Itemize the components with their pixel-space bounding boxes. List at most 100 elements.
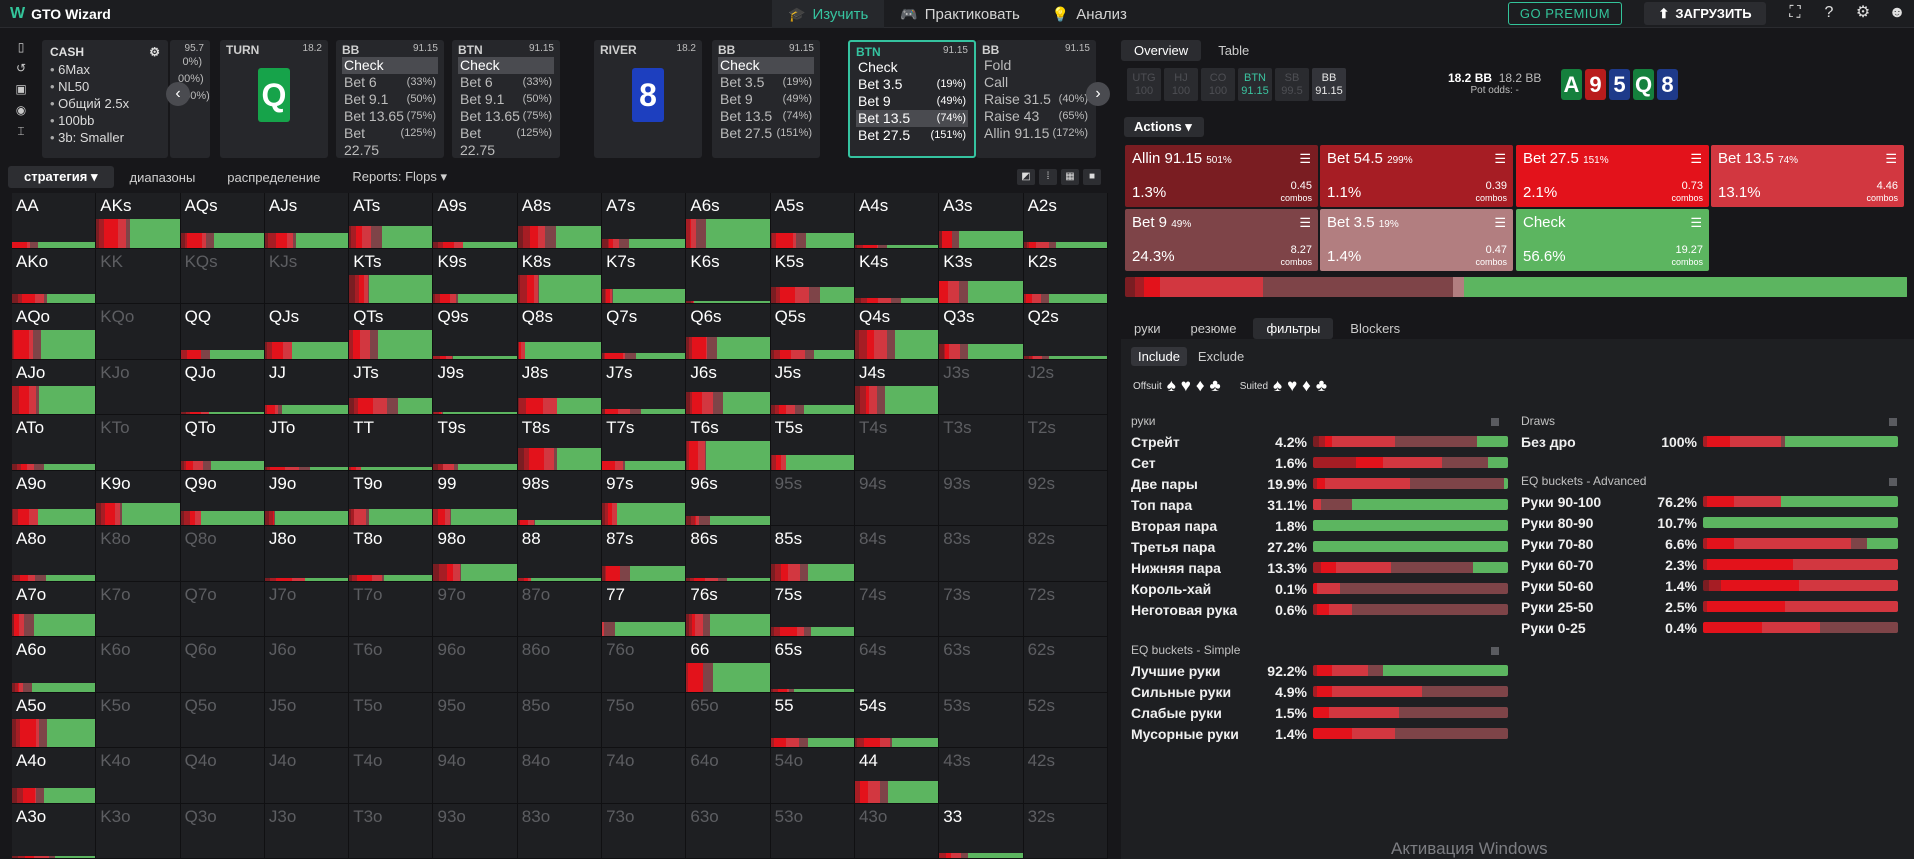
hand-cell[interactable]: T8s bbox=[517, 415, 603, 471]
tab-ranges[interactable]: диапазоны bbox=[129, 169, 196, 185]
hand-cell[interactable]: Q2s bbox=[1023, 304, 1108, 360]
view-mode-4-icon[interactable]: ■ bbox=[1083, 169, 1101, 185]
hand-cell[interactable]: JTs bbox=[349, 359, 434, 415]
gamepad-icon[interactable]: ◉ bbox=[15, 103, 27, 117]
tab-strategy[interactable]: стратегия ▾ bbox=[8, 166, 114, 188]
node-action[interactable]: Call bbox=[982, 74, 1090, 91]
hand-cell[interactable]: 77 bbox=[602, 581, 687, 637]
hand-cell[interactable]: 65o bbox=[686, 692, 771, 748]
gear-icon[interactable]: ⚙ bbox=[1855, 4, 1871, 21]
hand-cell[interactable]: KTs bbox=[349, 248, 434, 304]
hand-cell[interactable]: 44 bbox=[854, 748, 940, 804]
node-action[interactable]: Raise 43 (65%) bbox=[982, 108, 1090, 125]
tab-overview[interactable]: Overview bbox=[1121, 40, 1202, 61]
tree-node-4[interactable]: RIVER 18.2 8 bbox=[594, 40, 702, 158]
scroll-left-icon[interactable]: ‹ bbox=[166, 82, 190, 106]
scroll-right-icon[interactable]: › bbox=[1086, 82, 1110, 106]
node-action[interactable]: Bet 9 (49%) bbox=[718, 91, 814, 108]
hand-cell[interactable]: T3s bbox=[939, 415, 1024, 471]
action-box[interactable]: Allin 91.15 501% ☰ 1.3% 0.45 combos bbox=[1125, 145, 1318, 207]
hand-cell[interactable]: K6s bbox=[686, 248, 771, 304]
hand-cell[interactable]: 94s bbox=[854, 470, 940, 526]
filter-row[interactable]: Мусорные руки 1.4% bbox=[1131, 725, 1508, 742]
game-settings[interactable]: CASH ⚙ 6Max NL50 Общий 2.5x 100bb 3b: Sma… bbox=[42, 40, 168, 158]
tab-summary[interactable]: резюме bbox=[1190, 321, 1237, 336]
nav-practice[interactable]: 🎮 Практиковать bbox=[884, 0, 1035, 28]
list-icon[interactable]: ☰ bbox=[1690, 151, 1702, 166]
hand-cell[interactable]: 84s bbox=[854, 526, 940, 582]
node-action[interactable]: Bet 3.5 (19%) bbox=[718, 74, 814, 91]
tree-node-7[interactable]: BB 91.15 Fold Call Raise 31.5 (40%) Raise 43 (6… bbox=[976, 40, 1096, 158]
hand-cell[interactable]: ATs bbox=[349, 193, 434, 249]
hand-cell[interactable]: K6o bbox=[96, 637, 181, 693]
logo[interactable]: W GTO Wizard bbox=[10, 5, 111, 23]
hand-cell[interactable]: 87s bbox=[602, 526, 687, 582]
hand-cell[interactable]: 33 bbox=[939, 803, 1024, 859]
section-toggle-icon[interactable] bbox=[1491, 647, 1499, 655]
diamond-icon[interactable]: ♦ bbox=[1195, 376, 1205, 395]
save-icon[interactable]: ▣ bbox=[15, 82, 27, 96]
hand-cell[interactable]: K3o bbox=[96, 803, 181, 859]
hand-cell[interactable]: 43o bbox=[854, 803, 940, 859]
hand-cell[interactable]: K5o bbox=[96, 692, 181, 748]
hand-cell[interactable]: 76s bbox=[686, 581, 771, 637]
hand-cell[interactable]: AKo bbox=[12, 248, 97, 304]
hand-cell[interactable]: T6o bbox=[349, 637, 434, 693]
hand-cell[interactable]: 54s bbox=[854, 692, 940, 748]
hand-cell[interactable]: JJ bbox=[264, 359, 350, 415]
hand-cell[interactable]: T2s bbox=[1023, 415, 1108, 471]
hand-cell[interactable]: K3s bbox=[939, 248, 1024, 304]
hand-cell[interactable]: 64o bbox=[686, 748, 771, 804]
hand-cell[interactable]: AJs bbox=[264, 193, 350, 249]
tab-filters[interactable]: фильтры bbox=[1253, 318, 1334, 339]
hand-cell[interactable]: 93o bbox=[433, 803, 518, 859]
hand-cell[interactable]: J3s bbox=[939, 359, 1024, 415]
hand-cell[interactable]: 83s bbox=[939, 526, 1024, 582]
spade-icon[interactable]: ♠ bbox=[1166, 376, 1176, 395]
help-icon[interactable]: ? bbox=[1824, 4, 1834, 21]
node-action[interactable]: Check bbox=[856, 59, 968, 76]
hand-cell[interactable]: 55 bbox=[770, 692, 855, 748]
hand-cell[interactable]: TT bbox=[349, 415, 434, 471]
tree-node-2[interactable]: BB 91.15 Check Bet 6 (33%) Bet 9.1 (50%) Bet 13… bbox=[336, 40, 444, 158]
hand-cell[interactable]: QJo bbox=[180, 359, 265, 415]
filter-row[interactable]: Третья пара 27.2% bbox=[1131, 538, 1508, 555]
action-box[interactable]: Bet 54.5 299% ☰ 1.1% 0.39 combos bbox=[1320, 145, 1513, 207]
include-button[interactable]: Include bbox=[1131, 347, 1187, 366]
hand-cell[interactable]: 85s bbox=[770, 526, 855, 582]
action-box[interactable]: Bet 3.5 19% ☰ 1.4% 0.47 combos bbox=[1320, 209, 1513, 271]
tab-reports[interactable]: Reports: Flops ▾ bbox=[336, 166, 463, 188]
tab-blockers[interactable]: Blockers bbox=[1350, 321, 1401, 336]
filter-row[interactable]: Король-хай 0.1% bbox=[1131, 580, 1508, 597]
bookmark-icon[interactable]: ▯ bbox=[17, 40, 25, 54]
node-action[interactable]: Allin 91.15 (172%) bbox=[982, 125, 1090, 142]
hand-cell[interactable]: 83o bbox=[517, 803, 603, 859]
hand-cell[interactable]: K9o bbox=[96, 470, 181, 526]
hand-cell[interactable]: Q3o bbox=[180, 803, 265, 859]
hand-cell[interactable]: Q9s bbox=[433, 304, 518, 360]
position-btn[interactable]: BTN 91.15 bbox=[1238, 68, 1272, 101]
position-bb[interactable]: BB 91.15 bbox=[1312, 68, 1346, 101]
hand-cell[interactable]: K8s bbox=[517, 248, 603, 304]
filter-row[interactable]: Неготовая рука 0.6% bbox=[1131, 601, 1508, 618]
hand-cell[interactable]: Q3s bbox=[939, 304, 1024, 360]
node-action[interactable]: Check bbox=[342, 57, 438, 74]
hand-cell[interactable]: 93s bbox=[939, 470, 1024, 526]
view-mode-3-icon[interactable]: ▦ bbox=[1061, 169, 1079, 185]
node-action[interactable]: Bet 27.5 (151%) bbox=[856, 127, 968, 144]
node-action[interactable]: 00%) bbox=[176, 71, 204, 88]
hand-cell[interactable]: T9s bbox=[433, 415, 518, 471]
filter-row[interactable]: Руки 0-25 0.4% bbox=[1521, 619, 1898, 636]
hand-cell[interactable]: J8s bbox=[517, 359, 603, 415]
hand-cell[interactable]: Q6s bbox=[686, 304, 771, 360]
hand-cell[interactable]: T6s bbox=[686, 415, 771, 471]
node-action[interactable]: Bet 13.65 (75%) bbox=[458, 108, 554, 125]
hand-cell[interactable]: QTs bbox=[349, 304, 434, 360]
filter-row[interactable]: Руки 50-60 1.4% bbox=[1521, 577, 1898, 594]
filter-row[interactable]: Руки 90-100 76.2% bbox=[1521, 493, 1898, 510]
filter-row[interactable]: Слабые руки 1.5% bbox=[1131, 704, 1508, 721]
hand-cell[interactable]: Q7o bbox=[180, 581, 265, 637]
action-box[interactable]: Check ☰ 56.6% 19.27 combos bbox=[1516, 209, 1709, 271]
hand-cell[interactable]: Q4o bbox=[180, 748, 265, 804]
section-toggle-icon[interactable] bbox=[1491, 418, 1499, 426]
